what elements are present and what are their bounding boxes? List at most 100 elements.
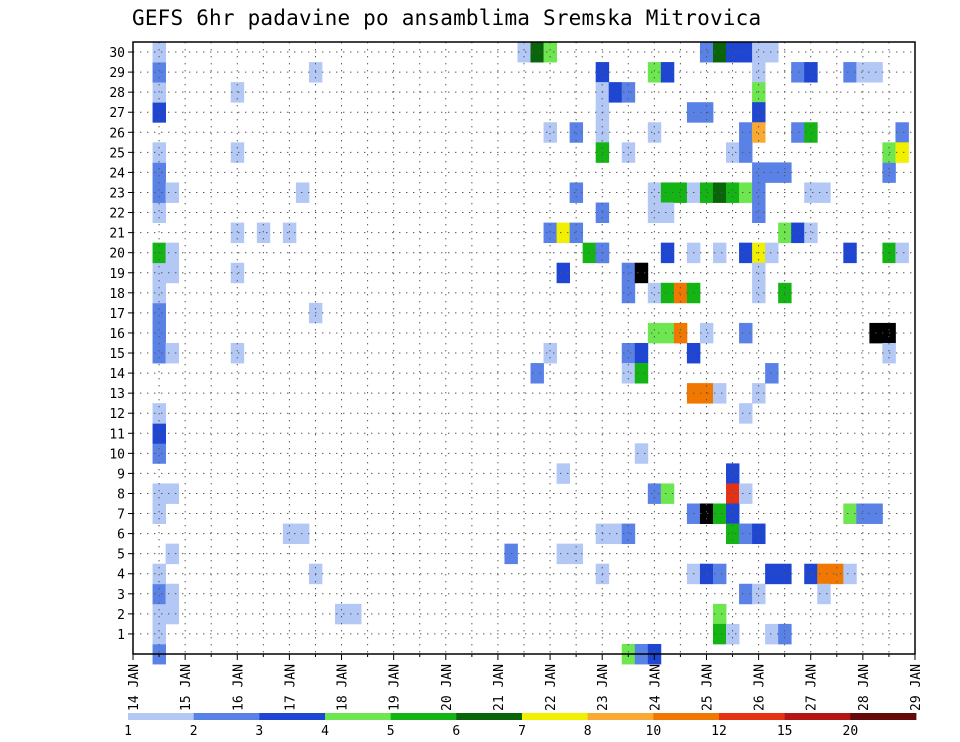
heatmap-cell — [752, 282, 766, 304]
heatmap-cell — [791, 62, 805, 83]
heatmap-cell — [647, 322, 662, 344]
heatmap-cell — [556, 262, 571, 284]
heatmap-cell — [752, 42, 766, 63]
colorbar-label: 6 — [452, 724, 460, 739]
y-axis-ticks: 1234567891011121314151617181920212223242… — [109, 46, 133, 643]
heatmap-cell — [152, 563, 166, 585]
y-tick-label: 9 — [117, 467, 125, 482]
x-tick-label: 23 JAN — [596, 664, 611, 711]
x-tick-label: 27 JAN — [805, 664, 820, 711]
heatmap-cell — [791, 122, 805, 143]
heatmap-cell — [726, 623, 740, 645]
colorbar-swatch — [587, 713, 654, 720]
heatmap-cell — [712, 603, 727, 625]
heatmap-cell — [739, 182, 753, 203]
heatmap-cell — [348, 603, 362, 625]
colorbar-label: 7 — [518, 724, 526, 739]
heatmap-cell — [152, 202, 166, 223]
heatmap-cell — [843, 62, 857, 83]
heatmap-cell — [152, 322, 166, 344]
heatmap-cell — [152, 182, 166, 203]
heatmap-cell — [726, 42, 740, 63]
heatmap-cell — [230, 262, 245, 284]
x-tick-label: 15 JAN — [179, 664, 194, 711]
heatmap-cell — [543, 222, 557, 244]
heatmap-cell — [165, 242, 180, 264]
heatmap-cell — [804, 563, 818, 585]
heatmap-cell — [621, 523, 636, 545]
heatmap-cell — [152, 342, 166, 364]
heatmap-cell — [739, 242, 753, 264]
heatmap-cell — [621, 262, 636, 284]
heatmap-cell — [295, 182, 310, 203]
heatmap-cell — [647, 282, 662, 304]
heatmap-cell — [712, 242, 727, 264]
heatmap-cell — [673, 182, 688, 203]
x-tick-label: 29 JAN — [909, 664, 924, 711]
y-tick-label: 8 — [117, 487, 125, 502]
y-tick-label: 2 — [117, 608, 125, 623]
heatmap-cell — [699, 322, 714, 344]
colorbar-label: 10 — [646, 724, 662, 739]
heatmap-cell — [660, 282, 675, 304]
heatmap-cell — [830, 563, 844, 585]
heatmap-cell — [569, 122, 584, 143]
heatmap-cell — [634, 443, 649, 464]
plot-grid — [133, 42, 915, 654]
heatmap-cell — [152, 282, 166, 304]
heatmap-cell — [804, 62, 818, 83]
colorbar-label: 3 — [255, 724, 263, 739]
heatmap-cell — [895, 242, 909, 264]
heatmap-cell — [530, 363, 544, 384]
heatmap-cell — [517, 42, 531, 63]
heatmap-cell — [634, 363, 649, 384]
heatmap-cell — [152, 142, 166, 163]
heatmap-cell — [895, 122, 909, 143]
x-tick-label: 19 JAN — [388, 664, 403, 711]
y-tick-label: 16 — [109, 327, 125, 342]
heatmap-cell — [230, 222, 245, 244]
y-tick-label: 13 — [109, 387, 125, 402]
heatmap-cell — [282, 222, 297, 244]
heatmap-cell — [765, 563, 779, 585]
heatmap-cell — [152, 623, 166, 645]
chart-title: GEFS 6hr padavine po ansamblima Sremska … — [132, 6, 762, 30]
heatmap-cell — [621, 363, 636, 384]
colorbar-swatch — [259, 713, 326, 720]
heatmap-cell — [647, 483, 662, 504]
y-tick-label: 14 — [109, 367, 125, 382]
colorbar-swatch — [719, 713, 786, 720]
heatmap-cell — [817, 182, 831, 203]
heatmap-cell — [739, 142, 753, 163]
heatmap-cell — [634, 262, 649, 284]
x-tick-label: 21 JAN — [492, 664, 507, 711]
heatmap-cell — [556, 222, 571, 244]
heatmap-cell — [608, 82, 623, 103]
heatmap-cell — [804, 222, 818, 244]
y-tick-label: 18 — [109, 287, 125, 302]
y-tick-label: 12 — [109, 407, 125, 422]
heatmap-cell — [752, 262, 766, 284]
x-tick-label: 24 JAN — [648, 664, 663, 711]
heatmap-cell — [647, 62, 662, 83]
heatmap-cell — [152, 262, 166, 284]
heatmap-cell — [726, 503, 740, 524]
colorbar-swatch — [456, 713, 523, 720]
heatmap-cell — [556, 463, 571, 484]
heatmap-cell — [712, 623, 727, 645]
heatmap-cell — [165, 543, 180, 565]
heatmap-cell — [152, 162, 166, 183]
heatmap-cell — [843, 563, 857, 585]
heatmap-cell — [634, 342, 649, 364]
y-tick-label: 29 — [109, 66, 125, 81]
heatmap-cell — [608, 523, 623, 545]
heatmap-cell — [752, 202, 766, 223]
colorbar-swatch — [193, 713, 260, 720]
heatmap-cell — [165, 342, 180, 364]
x-tick-label: 16 JAN — [231, 664, 246, 711]
x-tick-label: 14 JAN — [127, 664, 142, 711]
heatmap-cell — [726, 463, 740, 484]
heatmap-cell — [765, 623, 779, 645]
heatmap-cell — [660, 322, 675, 344]
heatmap-cell — [843, 242, 857, 264]
